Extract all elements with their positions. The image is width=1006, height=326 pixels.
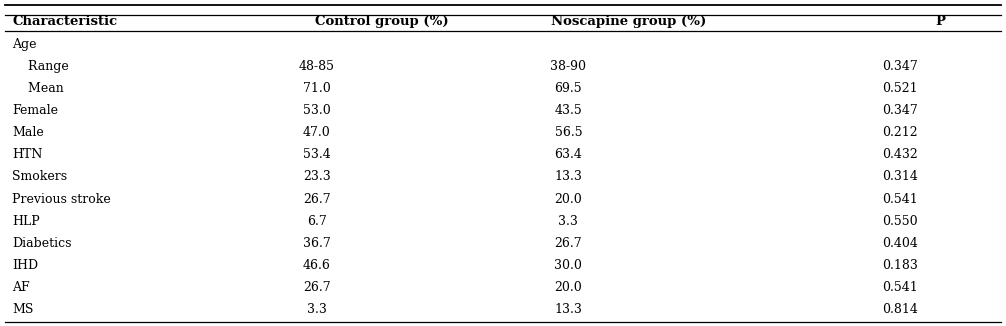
Text: 0.814: 0.814 xyxy=(882,303,918,316)
Text: 0.550: 0.550 xyxy=(882,215,918,228)
Text: Noscapine group (%): Noscapine group (%) xyxy=(551,15,706,28)
Text: 53.4: 53.4 xyxy=(303,148,331,161)
Text: 0.347: 0.347 xyxy=(882,60,918,73)
Text: P: P xyxy=(936,15,946,28)
Text: 0.404: 0.404 xyxy=(882,237,918,250)
Text: 6.7: 6.7 xyxy=(307,215,327,228)
Text: 0.432: 0.432 xyxy=(882,148,918,161)
Text: 0.541: 0.541 xyxy=(882,281,918,294)
Text: 56.5: 56.5 xyxy=(554,126,582,139)
Text: 46.6: 46.6 xyxy=(303,259,331,272)
Text: Characteristic: Characteristic xyxy=(12,15,117,28)
Text: 3.3: 3.3 xyxy=(307,303,327,316)
Text: Range: Range xyxy=(12,60,68,73)
Text: 13.3: 13.3 xyxy=(554,303,582,316)
Text: 20.0: 20.0 xyxy=(554,193,582,206)
Text: 48-85: 48-85 xyxy=(299,60,335,73)
Text: HLP: HLP xyxy=(12,215,40,228)
Text: IHD: IHD xyxy=(12,259,38,272)
Text: 43.5: 43.5 xyxy=(554,104,582,117)
Text: 38-90: 38-90 xyxy=(550,60,586,73)
Text: Male: Male xyxy=(12,126,44,139)
Text: Diabetics: Diabetics xyxy=(12,237,71,250)
Text: Previous stroke: Previous stroke xyxy=(12,193,111,206)
Text: MS: MS xyxy=(12,303,33,316)
Text: 3.3: 3.3 xyxy=(558,215,578,228)
Text: 47.0: 47.0 xyxy=(303,126,331,139)
Text: 53.0: 53.0 xyxy=(303,104,331,117)
Text: 26.7: 26.7 xyxy=(303,193,331,206)
Text: 26.7: 26.7 xyxy=(554,237,582,250)
Text: AF: AF xyxy=(12,281,30,294)
Text: 0.212: 0.212 xyxy=(882,126,918,139)
Text: 13.3: 13.3 xyxy=(554,170,582,184)
Text: 0.347: 0.347 xyxy=(882,104,918,117)
Text: 20.0: 20.0 xyxy=(554,281,582,294)
Text: Mean: Mean xyxy=(12,82,63,95)
Text: 69.5: 69.5 xyxy=(554,82,582,95)
Text: Female: Female xyxy=(12,104,58,117)
Text: 23.3: 23.3 xyxy=(303,170,331,184)
Text: Smokers: Smokers xyxy=(12,170,67,184)
Text: 63.4: 63.4 xyxy=(554,148,582,161)
Text: 71.0: 71.0 xyxy=(303,82,331,95)
Text: 0.521: 0.521 xyxy=(882,82,918,95)
Text: 0.183: 0.183 xyxy=(882,259,918,272)
Text: 36.7: 36.7 xyxy=(303,237,331,250)
Text: Control group (%): Control group (%) xyxy=(316,15,449,28)
Text: 0.541: 0.541 xyxy=(882,193,918,206)
Text: Age: Age xyxy=(12,37,36,51)
Text: 30.0: 30.0 xyxy=(554,259,582,272)
Text: 26.7: 26.7 xyxy=(303,281,331,294)
Text: 0.314: 0.314 xyxy=(882,170,918,184)
Text: HTN: HTN xyxy=(12,148,42,161)
